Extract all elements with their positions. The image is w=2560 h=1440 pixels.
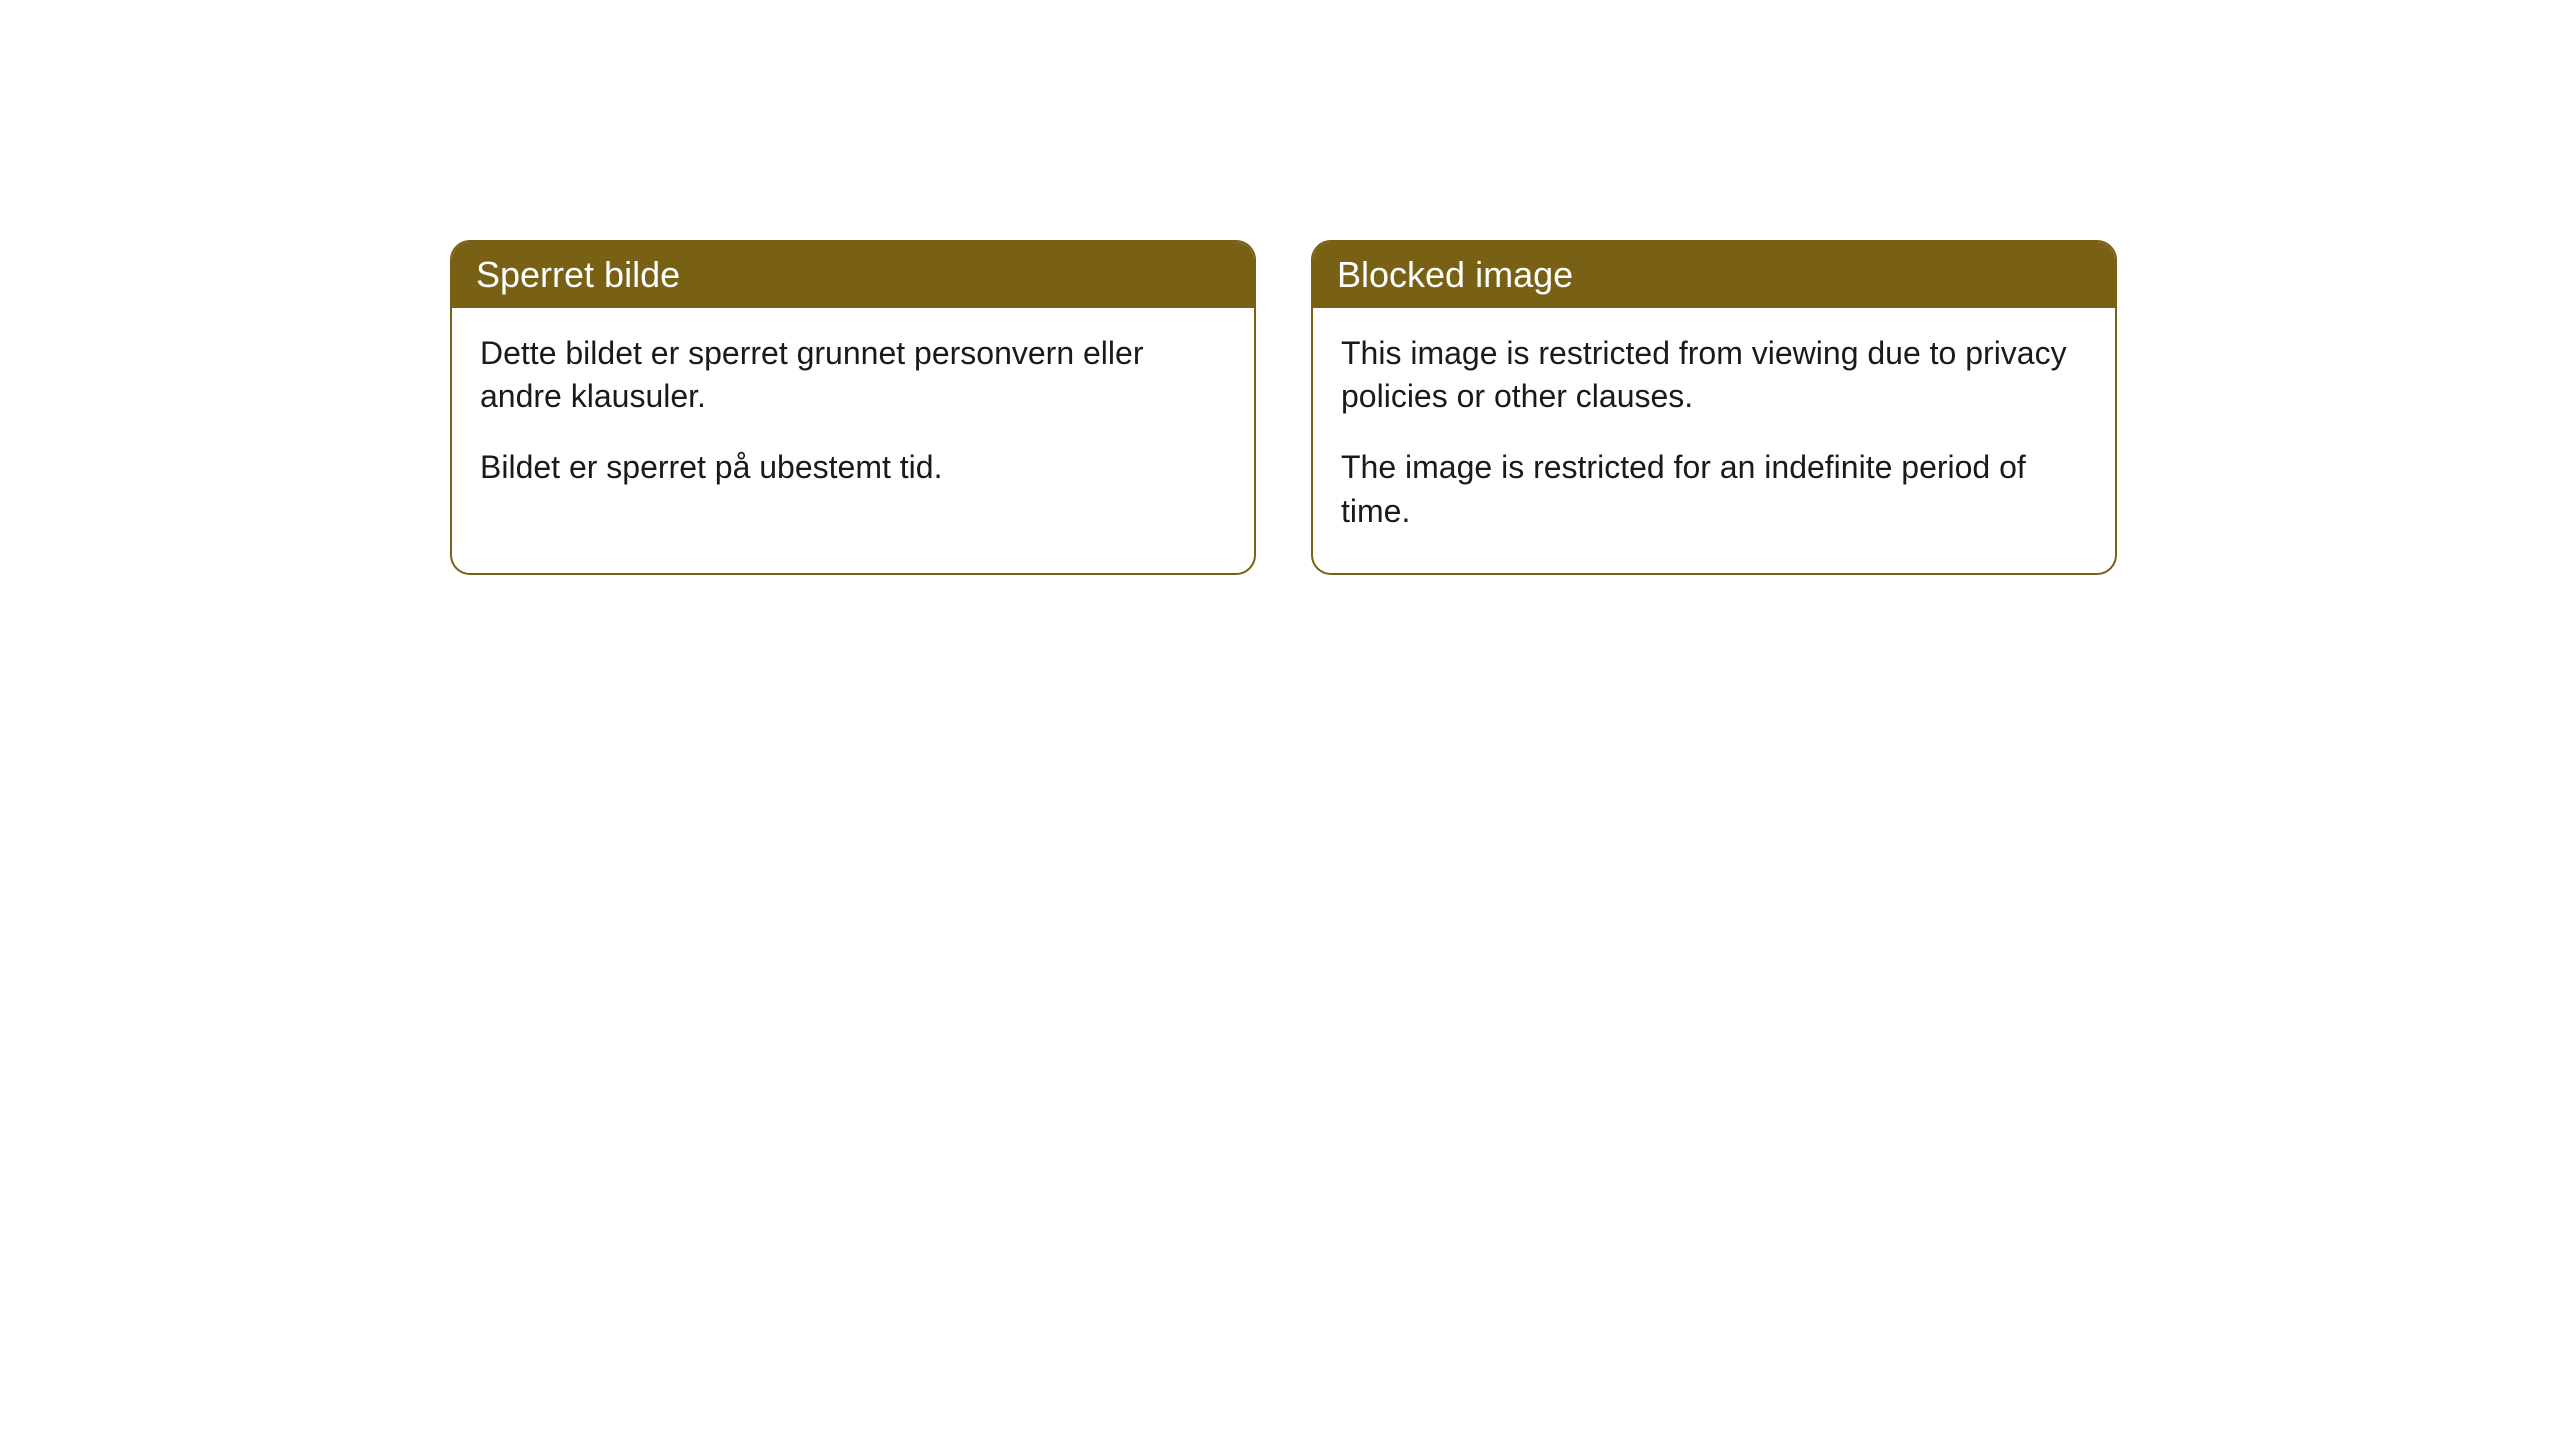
notice-cards-container: Sperret bilde Dette bildet er sperret gr… xyxy=(450,240,2117,575)
card-paragraph: The image is restricted for an indefinit… xyxy=(1341,446,2087,532)
card-header: Sperret bilde xyxy=(452,242,1254,308)
card-body: This image is restricted from viewing du… xyxy=(1313,308,2115,573)
card-paragraph: Dette bildet er sperret grunnet personve… xyxy=(480,332,1226,418)
card-body: Dette bildet er sperret grunnet personve… xyxy=(452,308,1254,530)
card-paragraph: This image is restricted from viewing du… xyxy=(1341,332,2087,418)
card-header: Blocked image xyxy=(1313,242,2115,308)
notice-card-norwegian: Sperret bilde Dette bildet er sperret gr… xyxy=(450,240,1256,575)
card-paragraph: Bildet er sperret på ubestemt tid. xyxy=(480,446,1226,489)
notice-card-english: Blocked image This image is restricted f… xyxy=(1311,240,2117,575)
